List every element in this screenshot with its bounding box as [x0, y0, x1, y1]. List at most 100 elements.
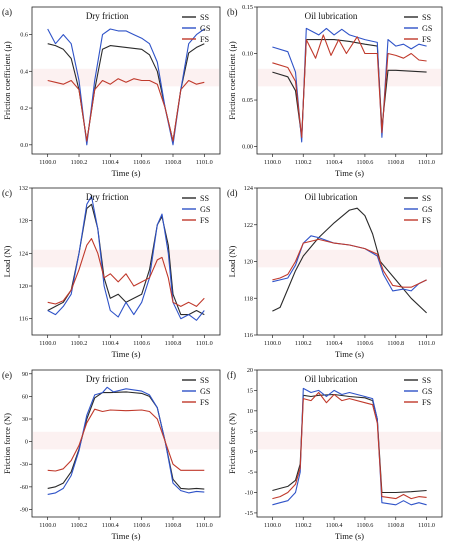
y-tick-label: -5: [248, 469, 253, 476]
y-tick-label: 120: [244, 259, 253, 266]
y-tick-label: 0: [250, 449, 253, 456]
x-tick-label: 1100.6: [357, 340, 374, 347]
chart-panel-4: 1100.0 1100.2 1100.4 1100.6 1100.8 1101.0 116 1…: [227, 185, 443, 359]
series-line-fs: [47, 238, 205, 307]
y-tick-label: 120: [19, 283, 28, 290]
panel-label: (f): [227, 370, 236, 380]
legend-label-ss: SS: [200, 13, 210, 22]
x-tick-label: 1100.6: [133, 522, 150, 529]
panel-title: Dry friction: [86, 192, 129, 202]
y-tick-label: -30: [20, 461, 28, 468]
chart-panel-1: 1100.0 1100.2 1100.4 1100.6 1100.8 1101.0 0.0 0…: [2, 6, 221, 178]
x-tick-label: 1101.0: [196, 159, 213, 166]
chart-panel-5: 1100.0 1100.2 1100.4 1100.6 1100.8 1101.0 -90 -…: [2, 369, 221, 541]
y-tick-label: -10: [245, 490, 253, 497]
legend-label-ss: SS: [422, 13, 432, 22]
series-line-gs: [272, 27, 427, 143]
y-tick-label: 124: [19, 250, 28, 257]
y-tick-label: 90: [22, 371, 28, 378]
chart-panel-3: 1100.0 1100.2 1100.4 1100.6 1100.8 1101.0 116 1…: [2, 185, 221, 359]
x-tick-label: 1101.0: [418, 522, 435, 529]
plot-frame: [31, 6, 221, 155]
series-line-ss: [272, 207, 427, 314]
y-tick-label: 122: [244, 222, 253, 229]
legend-label-ss: SS: [422, 376, 432, 385]
x-axis-label: Time (s): [111, 349, 140, 359]
x-tick-label: 1100.0: [264, 522, 281, 529]
legend-label-gs: GS: [422, 205, 433, 214]
x-axis-label: Time (s): [111, 531, 140, 541]
y-tick-label: 0: [25, 439, 28, 446]
y-axis-label: Load (N): [227, 246, 237, 278]
chart-panel-6: 1100.0 1100.2 1100.4 1100.6 1100.8 1101.0 -15 -…: [227, 367, 443, 541]
x-tick-label: 1100.4: [102, 159, 119, 166]
legend-label-gs: GS: [422, 387, 433, 396]
x-tick-label: 1100.2: [71, 159, 88, 166]
legend-label-fs: FS: [200, 35, 210, 44]
x-tick-label: 1100.0: [39, 522, 56, 529]
x-tick-label: 1100.0: [264, 159, 281, 166]
panel-title: Oil lubrication: [305, 11, 358, 21]
panel-title: Dry friction: [86, 11, 129, 21]
panel-label: (e): [2, 370, 12, 380]
x-tick-label: 1101.0: [196, 340, 213, 347]
x-tick-label: 1100.2: [295, 340, 312, 347]
y-tick-label: 30: [22, 416, 28, 423]
y-tick-label: 20: [247, 367, 253, 374]
x-tick-label: 1100.4: [102, 340, 119, 347]
series-line-ss: [47, 391, 205, 490]
series-line-fs: [47, 408, 205, 472]
y-axis-label: Friction force (N): [2, 413, 12, 474]
panel-label: (c): [2, 188, 12, 198]
series-line-fs: [272, 391, 427, 500]
y-tick-label: 0.05: [242, 97, 253, 104]
plot-frame: [31, 369, 221, 518]
y-axis-label: Friction coefficient (μ): [2, 41, 12, 120]
legend-label-ss: SS: [200, 376, 210, 385]
x-tick-label: 1100.2: [295, 522, 312, 529]
x-tick-label: 1100.8: [387, 340, 404, 347]
x-tick-label: 1100.8: [387, 522, 404, 529]
x-tick-label: 1100.8: [165, 159, 182, 166]
x-tick-label: 1100.6: [133, 340, 150, 347]
plot-frame: [256, 369, 443, 518]
x-tick-label: 1100.6: [357, 522, 374, 529]
plot-frame: [31, 187, 221, 336]
series-line-gs: [272, 387, 427, 506]
y-tick-label: 124: [244, 185, 253, 192]
y-axis-label: Friction force (N): [227, 413, 237, 474]
x-tick-label: 1101.0: [418, 340, 435, 347]
y-tick-label: -60: [20, 484, 28, 491]
x-tick-label: 1101.0: [196, 522, 213, 529]
panel-title: Oil lubrication: [305, 192, 358, 202]
x-tick-label: 1101.0: [418, 159, 435, 166]
background-band: [33, 249, 219, 268]
y-tick-label: -90: [20, 506, 28, 513]
y-axis-label: Friction coefficient (μ): [227, 41, 237, 120]
x-tick-label: 1100.6: [357, 159, 374, 166]
x-axis-label: Time (s): [335, 168, 364, 178]
y-tick-label: 116: [244, 332, 253, 339]
legend-label-fs: FS: [422, 35, 432, 44]
y-tick-label: 0.15: [242, 4, 253, 11]
x-tick-label: 1100.4: [326, 159, 343, 166]
panel-title: Oil lubrication: [305, 374, 358, 384]
series-line-fs: [272, 34, 427, 138]
x-tick-label: 1100.4: [102, 522, 119, 529]
y-tick-label: 0.00: [242, 144, 253, 151]
x-tick-label: 1100.0: [39, 340, 56, 347]
y-tick-label: 10: [247, 408, 253, 415]
series-line-gs: [47, 28, 205, 146]
x-tick-label: 1100.8: [387, 159, 404, 166]
x-tick-label: 1100.4: [326, 522, 343, 529]
legend-label-gs: GS: [200, 24, 211, 33]
y-axis-label: Load (N): [2, 246, 12, 278]
plot-frame: [256, 6, 443, 155]
y-tick-label: 132: [19, 185, 28, 192]
y-tick-label: 15: [247, 387, 253, 394]
legend-label-fs: FS: [422, 398, 432, 407]
legend-label-ss: SS: [422, 194, 432, 203]
legend-label-gs: GS: [200, 387, 211, 396]
